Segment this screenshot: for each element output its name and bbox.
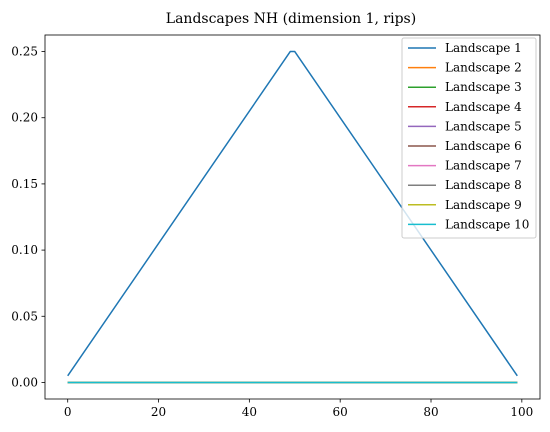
plot-frame — [44, 34, 541, 400]
y-tick-label: 0.25 — [11, 45, 38, 59]
x-tick-label: 20 — [151, 405, 166, 419]
x-tick-label: 40 — [242, 405, 257, 419]
legend: Landscape 1 Landscape 2 Landscape 3 Landsca… — [401, 37, 537, 239]
legend-label: Landscape 6 — [445, 139, 522, 153]
legend-box — [401, 37, 537, 239]
y-tick-label: 0.20 — [11, 111, 38, 125]
legend-label: Landscape 5 — [445, 119, 522, 133]
y-tick-label: 0.10 — [11, 243, 38, 257]
x-tick-label: 80 — [423, 405, 438, 419]
legend-label: Landscape 2 — [445, 61, 522, 75]
y-tick-label: 0.05 — [11, 309, 38, 323]
y-axis-ticks: 0.00 0.05 0.10 0.15 0.20 0.25 — [11, 45, 45, 389]
legend-label: Landscape 4 — [445, 100, 522, 114]
legend-label: Landscape 7 — [445, 159, 522, 173]
chart-title: Landscapes NH (dimension 1, rips) — [166, 11, 416, 27]
series-layer — [67, 50, 518, 384]
legend-label: Landscape 10 — [445, 217, 529, 231]
x-tick-label: 100 — [510, 405, 533, 419]
x-tick-label: 60 — [333, 405, 348, 419]
legend-label: Landscape 8 — [445, 178, 522, 192]
legend-label: Landscape 9 — [445, 198, 522, 212]
y-tick-label: 0.00 — [11, 375, 38, 389]
y-tick-label: 0.15 — [11, 177, 38, 191]
legend-label: Landscape 1 — [445, 41, 522, 55]
x-tick-label: 0 — [64, 405, 72, 419]
legend-label: Landscape 3 — [445, 80, 522, 94]
x-axis-ticks: 0 20 40 60 80 100 — [64, 399, 533, 419]
